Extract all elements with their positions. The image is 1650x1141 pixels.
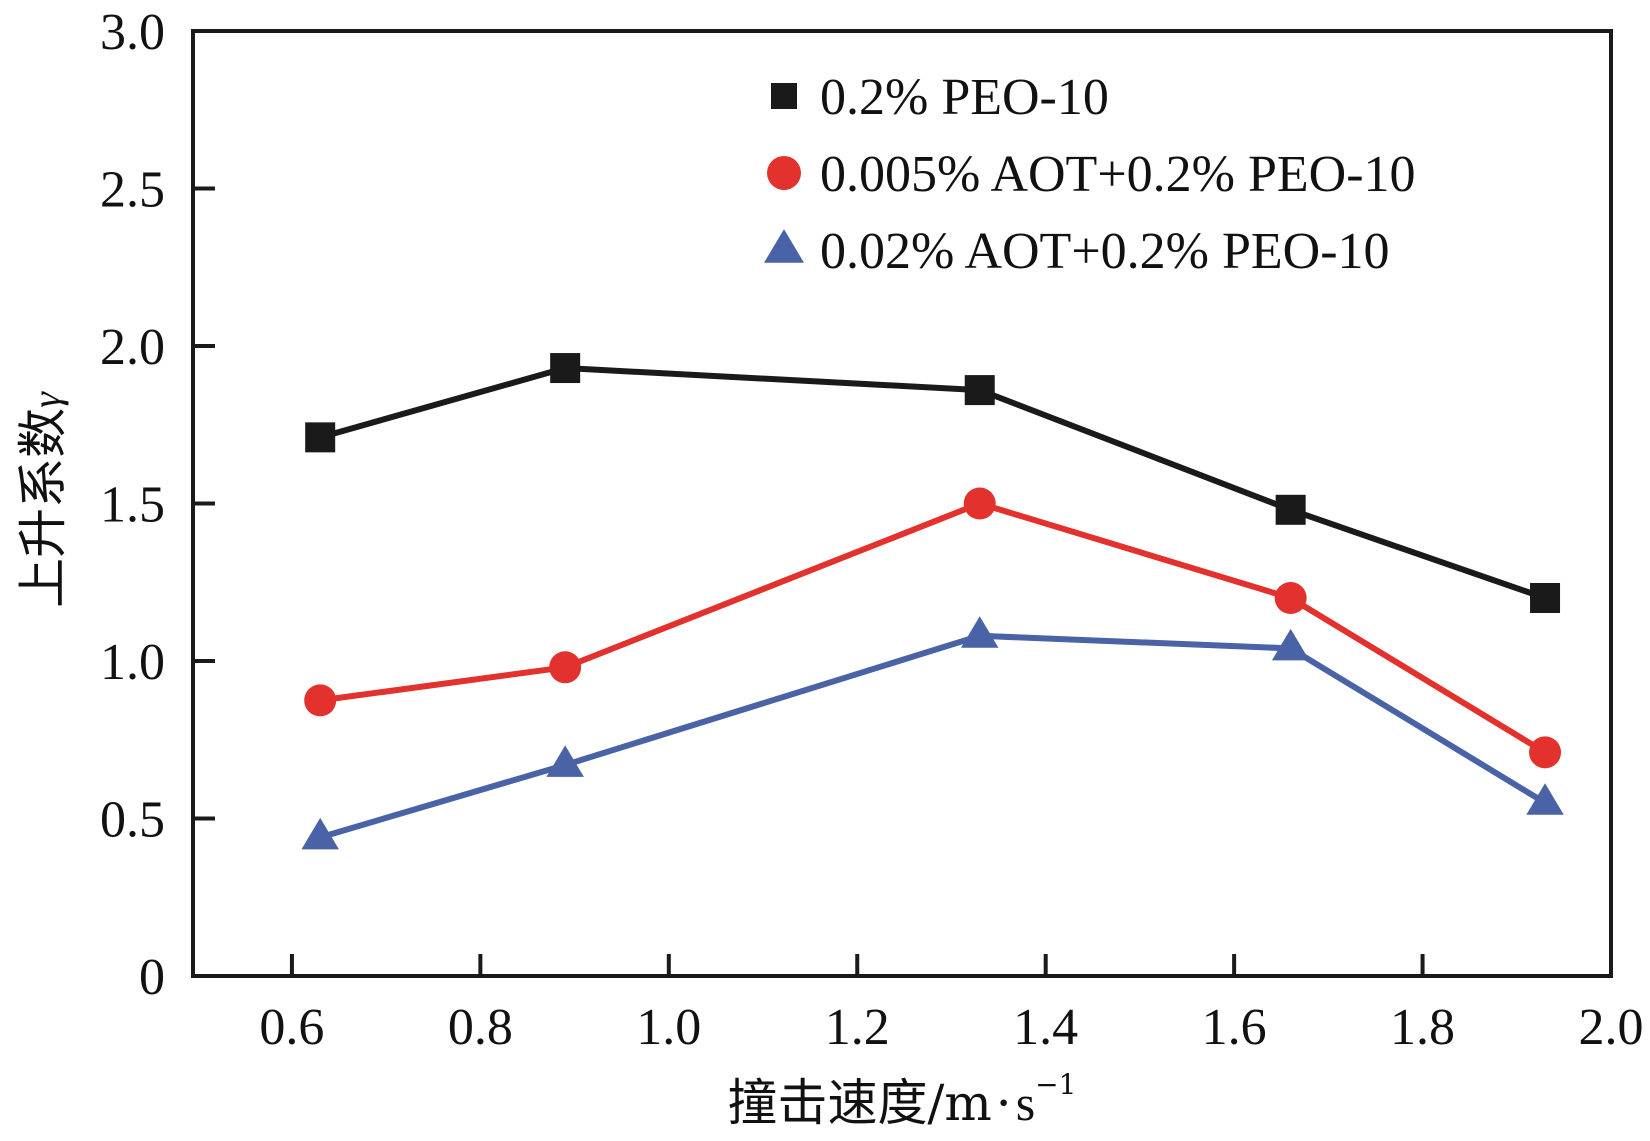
series-3	[301, 616, 1564, 850]
legend: 0.2% PEO-10 0.005% AOT+0.2% PEO-10 0.02% A…	[764, 69, 1416, 280]
series-2	[304, 487, 1562, 769]
legend-marker-square	[771, 83, 797, 109]
y-tick-label: 0.5	[100, 792, 165, 849]
y-tick-label: 2.5	[100, 162, 165, 219]
data-point-triangle	[960, 616, 999, 648]
data-point-circle	[304, 684, 337, 717]
x-axis-title-dot: ·	[996, 1074, 1012, 1132]
data-point-square	[305, 422, 336, 453]
series-layer	[301, 353, 1564, 850]
x-tick-label: 1.4	[1013, 999, 1078, 1056]
y-axis-title: 上升系数γ	[14, 391, 72, 608]
data-point-square	[1530, 583, 1561, 613]
data-point-square	[550, 353, 581, 384]
x-tick-label: 1.8	[1390, 999, 1455, 1056]
legend-item: 0.2% PEO-10	[771, 69, 1109, 126]
y-tick-label: 1.0	[100, 634, 165, 691]
x-tick-label: 2.0	[1579, 999, 1644, 1056]
y-axis-title-symbol: γ	[24, 391, 69, 408]
data-point-triangle	[546, 745, 584, 777]
y-tick-label: 1.5	[100, 477, 165, 534]
data-point-circle	[1274, 582, 1307, 614]
x-axis-title-main: 撞击速度/m	[728, 1074, 992, 1132]
legend-marker-triangle	[764, 229, 804, 263]
data-point-triangle	[1526, 783, 1564, 815]
x-tick-label: 0.6	[259, 999, 324, 1056]
x-tick-label: 0.8	[448, 999, 513, 1056]
x-tick-label: 1.2	[825, 999, 890, 1056]
y-tick-label: 0	[139, 949, 165, 1006]
series-1	[305, 353, 1561, 613]
data-point-circle	[963, 487, 996, 520]
y-tick-label: 2.0	[100, 319, 165, 376]
data-point-circle	[549, 651, 582, 684]
x-tick-label: 1.6	[1202, 999, 1267, 1056]
x-axis-title-exponent: −1	[1035, 1068, 1076, 1101]
data-point-triangle	[301, 817, 339, 850]
legend-item: 0.02% AOT+0.2% PEO-10	[764, 223, 1390, 280]
legend-marker-circle	[767, 156, 801, 190]
legend-label: 0.02% AOT+0.2% PEO-10	[820, 223, 1390, 280]
x-axis-title-unit: s	[1016, 1075, 1035, 1131]
data-point-circle	[1529, 736, 1562, 769]
y-tick-label: 3.0	[100, 4, 165, 61]
data-point-square	[964, 375, 995, 406]
data-point-square	[1275, 494, 1306, 525]
y-axis-title-main: 上升系数	[14, 408, 72, 608]
data-point-triangle	[1271, 628, 1310, 661]
ticks-layer: 0.6 0.8 1.0 1.2 1.4 1.6 1.8 2.0 0 0.5 1.0 1.5 2.0 2.5…	[100, 4, 1644, 1056]
x-tick-label: 1.0	[636, 999, 701, 1056]
legend-label: 0.005% AOT+0.2% PEO-10	[820, 146, 1416, 203]
x-axis-title: 撞击速度/m·s−1	[728, 1068, 1077, 1132]
legend-label: 0.2% PEO-10	[820, 69, 1109, 126]
legend-item: 0.005% AOT+0.2% PEO-10	[767, 146, 1416, 203]
